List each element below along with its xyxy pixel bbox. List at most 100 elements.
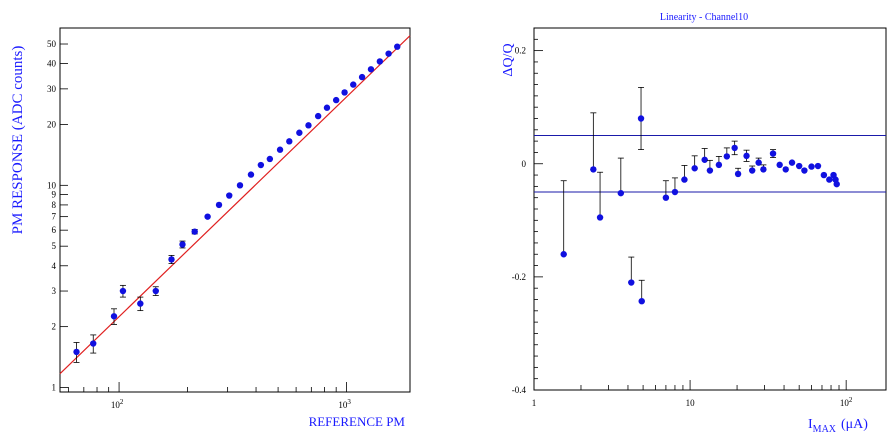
left-y-tick-label: 1 xyxy=(52,382,57,392)
data-point xyxy=(795,162,803,170)
data-point xyxy=(782,166,789,173)
left-y-tick-label: 4 xyxy=(52,261,57,271)
left-y-tick-label: 30 xyxy=(47,84,57,94)
left-x-tick-label: 102 xyxy=(111,398,124,410)
data-point xyxy=(701,156,708,163)
data-point xyxy=(760,166,767,173)
data-point xyxy=(90,340,97,347)
data-point xyxy=(119,287,127,295)
right-x-tick-label: 10 xyxy=(686,398,696,408)
left-y-tick-label: 7 xyxy=(52,212,57,222)
left-y-tick-label: 10 xyxy=(47,180,57,190)
data-point xyxy=(296,129,303,136)
chart-right: Linearity - Channel10 ΔQ/Q IMAX (μA) 0.20… xyxy=(501,12,887,435)
data-point xyxy=(628,279,635,286)
data-point xyxy=(662,194,670,201)
left-y-tick-label: 8 xyxy=(52,200,57,210)
data-point xyxy=(152,287,159,295)
left-x-tick-label: 103 xyxy=(338,398,351,410)
data-point xyxy=(137,300,144,307)
data-point xyxy=(788,159,796,166)
data-point xyxy=(596,214,604,221)
data-point xyxy=(776,161,783,169)
data-point xyxy=(376,58,384,65)
right-y-tick-label: 0 xyxy=(522,159,527,169)
left-y-tick-label: 40 xyxy=(47,59,57,69)
data-point xyxy=(617,189,625,197)
right-x-axis-label-sub: MAX xyxy=(813,424,837,435)
data-point xyxy=(814,162,822,170)
data-point xyxy=(226,192,233,199)
data-point xyxy=(820,171,828,179)
data-point xyxy=(826,176,833,183)
data-point xyxy=(590,166,597,173)
data-point xyxy=(731,144,738,152)
data-point xyxy=(323,104,331,111)
data-point xyxy=(637,115,645,122)
left-y-tick-label: 3 xyxy=(52,286,57,296)
data-point xyxy=(191,228,198,235)
left-y-tick-label: 20 xyxy=(47,119,57,129)
right-y-tick-label: 0.2 xyxy=(515,46,526,56)
left-y-tick-label: 6 xyxy=(52,225,57,235)
data-point xyxy=(168,256,175,263)
data-point xyxy=(179,241,186,248)
data-point xyxy=(236,182,244,189)
right-plot-frame xyxy=(533,27,887,391)
right-x-tick-label: 102 xyxy=(840,396,853,408)
data-point xyxy=(215,201,223,209)
data-point xyxy=(247,171,255,178)
data-point xyxy=(748,167,756,174)
data-point xyxy=(73,348,80,356)
chart-left: PM RESPONSE (ADC counts) REFERENCE PM 1 2… xyxy=(10,27,411,429)
data-point xyxy=(801,167,808,174)
data-point xyxy=(367,66,375,73)
right-x-axis-label-main: I xyxy=(808,417,813,432)
right-x-axis-label: IMAX (μA) xyxy=(808,417,868,435)
data-point xyxy=(110,313,118,320)
right-y-tick-label: -0.4 xyxy=(512,385,527,395)
data-point xyxy=(257,161,265,169)
left-y-tick-label: 5 xyxy=(52,241,57,251)
data-point xyxy=(681,176,688,183)
data-point xyxy=(638,297,645,305)
left-x-axis-label: REFERENCE PM xyxy=(309,414,406,429)
fit-line xyxy=(59,35,411,375)
data-point xyxy=(769,150,777,157)
data-point xyxy=(755,159,762,166)
right-chart-title: Linearity - Channel10 xyxy=(660,12,748,23)
data-point xyxy=(833,180,840,188)
data-point xyxy=(204,213,211,220)
left-y-axis-label: PM RESPONSE (ADC counts) xyxy=(10,46,26,235)
left-plot-frame xyxy=(59,27,411,393)
data-point xyxy=(305,122,312,129)
data-point xyxy=(734,170,742,178)
data-point xyxy=(560,251,567,258)
data-point xyxy=(715,161,723,169)
data-point xyxy=(808,163,815,170)
data-point xyxy=(723,153,731,160)
data-point xyxy=(341,89,348,96)
data-point xyxy=(394,43,401,50)
right-x-tick-label: 1 xyxy=(532,398,537,408)
data-point xyxy=(671,188,679,196)
data-point xyxy=(332,96,340,104)
data-point xyxy=(314,112,322,120)
right-y-axis-label: ΔQ/Q xyxy=(501,43,516,76)
left-y-tick-label: 2 xyxy=(52,322,57,332)
data-point xyxy=(385,50,392,57)
right-plot-area: 0.2 0 -0.2 -0.4 1 10 102 xyxy=(512,27,887,408)
left-y-tick-label: 9 xyxy=(52,190,57,200)
data-point xyxy=(743,152,750,160)
right-x-axis-label-unit: (μA) xyxy=(841,417,868,432)
left-y-tick-label: 50 xyxy=(47,39,57,49)
data-point xyxy=(706,167,714,174)
data-point xyxy=(691,165,698,172)
data-point xyxy=(350,81,357,88)
right-y-tick-label: -0.2 xyxy=(512,272,526,282)
data-point xyxy=(358,73,366,81)
data-point xyxy=(266,155,274,163)
data-point xyxy=(286,138,293,145)
